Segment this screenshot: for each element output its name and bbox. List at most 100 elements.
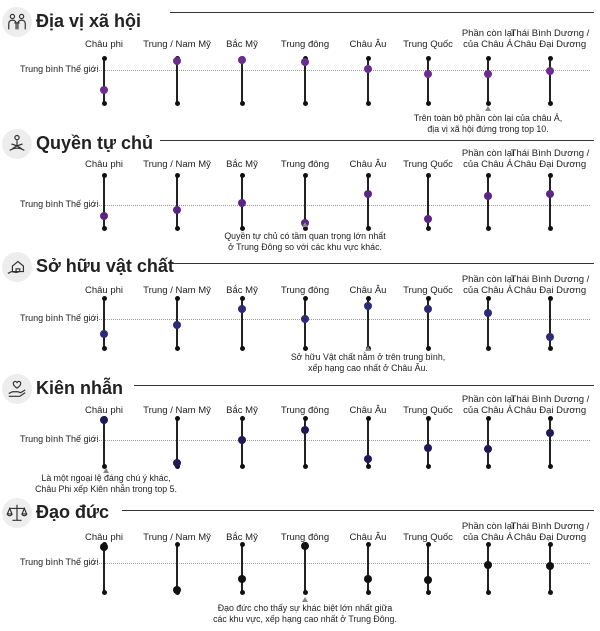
range-line bbox=[241, 58, 243, 103]
range-line bbox=[367, 298, 369, 348]
range-bottom-dot bbox=[547, 589, 553, 595]
annotation-note: Quyền tự chủ có tầm quan trọng lớn nhất … bbox=[224, 231, 386, 252]
house-hand-badge bbox=[2, 252, 32, 282]
value-dot bbox=[364, 65, 372, 74]
range-line bbox=[367, 544, 369, 592]
range-line bbox=[549, 175, 551, 228]
section-title: Kiên nhẫn bbox=[36, 378, 124, 398]
value-dot bbox=[484, 444, 492, 453]
region-label: Trung Quốc bbox=[403, 285, 453, 296]
range-top-dot bbox=[101, 295, 107, 301]
range-line bbox=[103, 58, 105, 103]
range-bottom-dot bbox=[547, 100, 553, 106]
region-label: Châu Âu bbox=[349, 532, 387, 543]
region-label: Trung đông bbox=[280, 405, 330, 416]
section-title: Sở hữu vật chất bbox=[36, 256, 174, 276]
range-line bbox=[427, 544, 429, 592]
note-pointer bbox=[302, 597, 308, 602]
world-average-label: Trung bình Thế giới bbox=[20, 557, 99, 567]
note-pointer bbox=[103, 468, 109, 473]
value-dot bbox=[173, 57, 181, 66]
region-label: Châu phi bbox=[84, 405, 124, 416]
value-dot bbox=[364, 454, 372, 463]
value-dot bbox=[301, 315, 309, 323]
range-line bbox=[304, 544, 306, 592]
region-label: Trung đông bbox=[280, 159, 330, 170]
value-dot bbox=[424, 215, 432, 224]
range-line bbox=[367, 175, 369, 228]
range-top-dot bbox=[547, 55, 553, 61]
range-line bbox=[176, 175, 178, 228]
value-dot bbox=[238, 199, 246, 208]
range-bottom-dot bbox=[365, 100, 371, 106]
range-top-dot bbox=[174, 295, 180, 301]
value-dot bbox=[173, 585, 181, 594]
world-average-label: Trung bình Thế giới bbox=[20, 313, 99, 323]
value-dot bbox=[424, 69, 432, 78]
world-average-line bbox=[90, 440, 590, 441]
region-label: Thái Bình Dương / Châu Đại Dương bbox=[510, 521, 590, 543]
world-average-line bbox=[90, 563, 590, 564]
region-label: Phần còn lại của Châu Á bbox=[461, 394, 515, 416]
people-badge bbox=[2, 7, 32, 37]
range-top-dot bbox=[425, 295, 431, 301]
range-line bbox=[427, 418, 429, 466]
value-dot bbox=[546, 429, 554, 438]
range-line bbox=[427, 175, 429, 228]
range-top-dot bbox=[365, 55, 371, 61]
value-dot bbox=[301, 425, 309, 434]
region-label: Phần còn lại của Châu Á bbox=[461, 274, 515, 296]
value-dot bbox=[238, 56, 246, 65]
range-top-dot bbox=[239, 295, 245, 301]
range-bottom-dot bbox=[485, 463, 491, 469]
range-bottom-dot bbox=[239, 589, 245, 595]
range-line bbox=[487, 418, 489, 466]
range-bottom-dot bbox=[425, 463, 431, 469]
world-average-line bbox=[90, 70, 590, 71]
range-bottom-dot bbox=[365, 225, 371, 231]
value-dot bbox=[173, 321, 181, 329]
region-label: Bắc Mỹ bbox=[226, 532, 258, 543]
range-top-dot bbox=[302, 295, 308, 301]
range-top-dot bbox=[547, 541, 553, 547]
range-bottom-dot bbox=[101, 345, 107, 351]
range-bottom-dot bbox=[425, 225, 431, 231]
region-label: Phần còn lại của Châu Á bbox=[461, 28, 515, 50]
range-bottom-dot bbox=[302, 225, 308, 231]
region-label: Bắc Mỹ bbox=[226, 285, 258, 296]
value-dot bbox=[238, 304, 246, 313]
annotation-note: Trên toàn bộ phần còn lại của châu Á, đị… bbox=[413, 113, 563, 134]
scales-icon bbox=[6, 502, 28, 524]
range-top-dot bbox=[425, 55, 431, 61]
section-title: Địa vị xã hội bbox=[36, 11, 142, 31]
range-bottom-dot bbox=[101, 225, 107, 231]
region-label: Châu phi bbox=[84, 159, 124, 170]
region-label: Châu Âu bbox=[349, 159, 387, 170]
range-line bbox=[427, 298, 429, 348]
range-bottom-dot bbox=[425, 345, 431, 351]
range-line bbox=[103, 298, 105, 348]
range-line bbox=[304, 58, 306, 103]
region-label: Châu phi bbox=[84, 39, 124, 50]
range-bottom-dot bbox=[302, 589, 308, 595]
value-dot bbox=[546, 562, 554, 571]
range-top-dot bbox=[365, 541, 371, 547]
title-rule bbox=[170, 12, 594, 13]
region-label: Trung / Nam Mỹ bbox=[143, 285, 211, 296]
region-label: Phần còn lại của Châu Á bbox=[461, 148, 515, 170]
range-top-dot bbox=[425, 541, 431, 547]
region-label: Trung đông bbox=[280, 532, 330, 543]
range-bottom-dot bbox=[485, 100, 491, 106]
range-bottom-dot bbox=[302, 463, 308, 469]
section-title: Quyền tự chủ bbox=[36, 133, 154, 153]
range-bottom-dot bbox=[174, 345, 180, 351]
value-dot bbox=[364, 575, 372, 584]
region-label: Trung đông bbox=[280, 285, 330, 296]
section-title: Đạo đức bbox=[36, 502, 110, 522]
value-dot bbox=[424, 576, 432, 585]
region-label: Trung Quốc bbox=[403, 405, 453, 416]
range-line bbox=[549, 418, 551, 466]
